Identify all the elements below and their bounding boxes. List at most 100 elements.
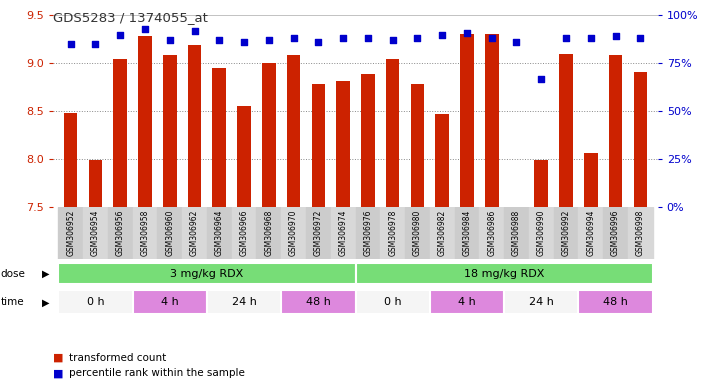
Point <box>535 76 547 82</box>
Text: GSM306994: GSM306994 <box>587 209 595 256</box>
Text: GSM306964: GSM306964 <box>215 209 224 256</box>
Bar <box>89 161 102 207</box>
Bar <box>132 207 157 259</box>
Bar <box>311 84 325 207</box>
Bar <box>306 207 331 259</box>
Bar <box>58 290 132 314</box>
Text: GSM306996: GSM306996 <box>611 209 620 256</box>
Bar <box>232 207 257 259</box>
Point <box>412 35 423 41</box>
Text: ■: ■ <box>53 353 68 363</box>
Text: 0 h: 0 h <box>87 297 105 308</box>
Point <box>139 26 151 32</box>
Point <box>362 35 373 41</box>
Text: GSM306978: GSM306978 <box>388 209 397 256</box>
Bar <box>213 68 226 207</box>
Bar <box>430 290 504 314</box>
Bar <box>281 290 356 314</box>
Bar <box>207 290 281 314</box>
Point <box>65 41 76 47</box>
Bar <box>411 84 424 207</box>
Bar <box>386 58 400 207</box>
Text: GSM306970: GSM306970 <box>289 209 298 256</box>
Point <box>461 30 473 36</box>
Text: GSM306990: GSM306990 <box>537 209 546 256</box>
Text: GDS5283 / 1374055_at: GDS5283 / 1374055_at <box>53 12 208 25</box>
Text: dose: dose <box>1 268 26 279</box>
Bar <box>435 114 449 207</box>
Bar <box>83 207 108 259</box>
Point <box>313 39 324 45</box>
Bar <box>188 45 201 207</box>
Point <box>114 31 126 38</box>
Bar <box>554 207 579 259</box>
Bar <box>356 207 380 259</box>
Text: transformed count: transformed count <box>69 353 166 363</box>
Text: 3 mg/kg RDX: 3 mg/kg RDX <box>170 268 243 279</box>
Bar <box>504 207 529 259</box>
Bar <box>163 55 176 207</box>
Text: GSM306952: GSM306952 <box>66 209 75 256</box>
Text: GSM306960: GSM306960 <box>165 209 174 256</box>
Bar <box>485 34 498 207</box>
Bar <box>634 72 647 207</box>
Text: 18 mg/kg RDX: 18 mg/kg RDX <box>464 268 545 279</box>
Text: GSM306988: GSM306988 <box>512 209 521 256</box>
Bar <box>405 207 430 259</box>
Bar <box>331 207 356 259</box>
Bar <box>336 81 350 207</box>
Bar <box>609 55 622 207</box>
Bar <box>132 290 207 314</box>
Text: ▶: ▶ <box>42 268 50 279</box>
Bar <box>504 290 579 314</box>
Text: GSM306998: GSM306998 <box>636 209 645 256</box>
Text: GSM306954: GSM306954 <box>91 209 100 256</box>
Bar <box>460 34 474 207</box>
Text: ▶: ▶ <box>42 297 50 308</box>
Text: percentile rank within the sample: percentile rank within the sample <box>69 368 245 378</box>
Point <box>437 31 448 38</box>
Bar <box>535 161 548 207</box>
Bar <box>257 207 281 259</box>
Text: GSM306992: GSM306992 <box>562 209 570 256</box>
Bar <box>113 58 127 207</box>
Point <box>585 35 597 41</box>
Point <box>213 37 225 43</box>
Text: GSM306984: GSM306984 <box>462 209 471 256</box>
Bar <box>579 290 653 314</box>
Text: GSM306986: GSM306986 <box>487 209 496 256</box>
Bar <box>58 207 83 259</box>
Text: GSM306982: GSM306982 <box>438 209 447 256</box>
Point <box>288 35 299 41</box>
Bar <box>108 207 132 259</box>
Bar <box>207 207 232 259</box>
Text: 4 h: 4 h <box>458 297 476 308</box>
Bar <box>361 74 375 207</box>
Point <box>387 37 398 43</box>
Bar <box>64 113 77 207</box>
Bar <box>628 207 653 259</box>
Text: 48 h: 48 h <box>603 297 628 308</box>
Point <box>189 28 201 34</box>
Point <box>510 39 522 45</box>
Text: GSM306956: GSM306956 <box>116 209 124 256</box>
Text: GSM306976: GSM306976 <box>363 209 373 256</box>
Bar <box>58 263 356 284</box>
Bar <box>579 207 603 259</box>
Point <box>238 39 250 45</box>
Bar <box>479 207 504 259</box>
Text: time: time <box>1 297 24 308</box>
Bar <box>584 152 598 207</box>
Point <box>263 37 274 43</box>
Text: 4 h: 4 h <box>161 297 178 308</box>
Text: GSM306958: GSM306958 <box>141 209 149 256</box>
Bar <box>287 55 300 207</box>
Text: GSM306968: GSM306968 <box>264 209 273 256</box>
Text: 24 h: 24 h <box>232 297 257 308</box>
Bar <box>262 63 276 207</box>
Text: ■: ■ <box>53 368 68 378</box>
Bar <box>529 207 554 259</box>
Text: GSM306962: GSM306962 <box>190 209 199 256</box>
Bar <box>560 54 573 207</box>
Text: GSM306974: GSM306974 <box>338 209 348 256</box>
